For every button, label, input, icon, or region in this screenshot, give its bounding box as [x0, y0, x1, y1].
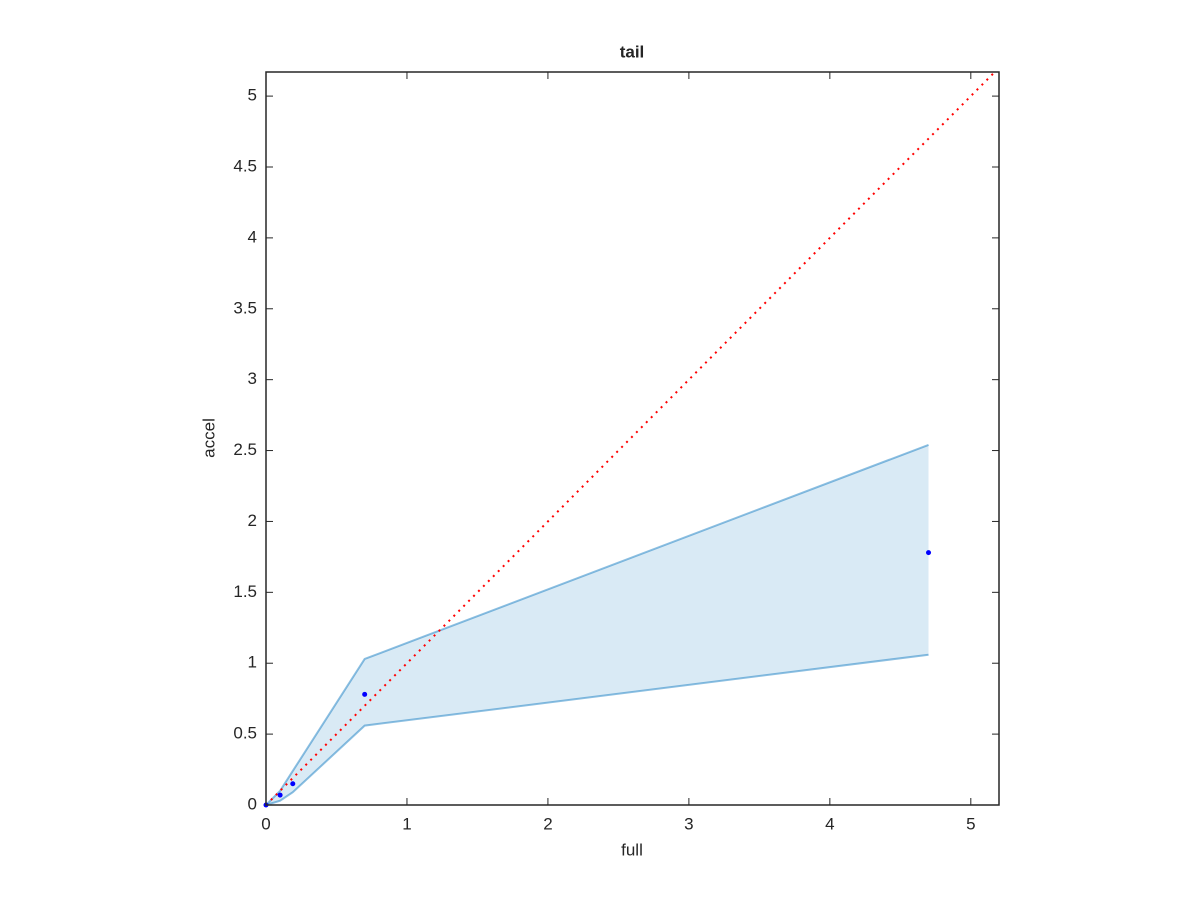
chart-title: tail [620, 42, 645, 61]
y-tick-label: 1 [248, 653, 257, 672]
confidence-band [266, 444, 929, 805]
y-tick-label: 2 [248, 511, 257, 530]
y-tick-label: 1.5 [233, 582, 257, 601]
x-tick-label: 3 [684, 814, 693, 833]
data-point [277, 792, 283, 798]
data-point [926, 550, 932, 556]
x-tick-label: 2 [543, 814, 552, 833]
x-axis-label: full [621, 840, 643, 859]
x-tick-label: 5 [966, 814, 975, 833]
y-tick-label: 4.5 [233, 156, 257, 175]
y-tick-label: 0.5 [233, 724, 257, 743]
band-edge [265, 443, 929, 806]
data-point [290, 781, 296, 787]
x-tick-label: 1 [402, 814, 411, 833]
band-edge [265, 653, 929, 806]
reference-line [265, 71, 996, 806]
axes-box [265, 71, 1000, 806]
y-tick-label: 3.5 [233, 298, 257, 317]
y-tick-label: 0 [248, 794, 257, 813]
y-tick-label: 2.5 [233, 440, 257, 459]
data-point [362, 691, 368, 697]
x-tick-label: 0 [261, 814, 270, 833]
x-tick-label: 4 [825, 814, 834, 833]
y-tick-label: 4 [248, 227, 257, 246]
y-axis-label: accel [199, 418, 218, 458]
y-tick-label: 5 [248, 86, 257, 105]
y-tick-label: 3 [248, 369, 257, 388]
